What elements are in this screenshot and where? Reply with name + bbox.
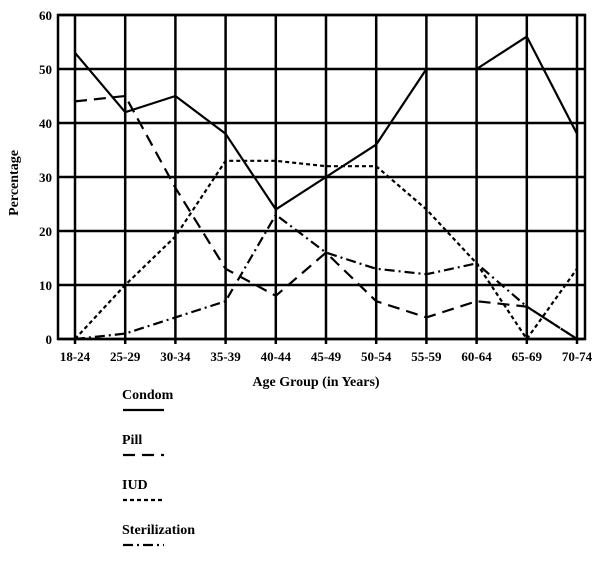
x-tick-label: 50-54 xyxy=(361,349,392,364)
y-axis-tick-labels: 0 10 20 30 40 50 60 xyxy=(39,8,52,347)
x-tick-label: 18-24 xyxy=(60,349,91,364)
y-tick-label: 0 xyxy=(46,332,53,347)
y-tick-label: 30 xyxy=(39,170,52,185)
series-line-sterilization xyxy=(74,213,578,341)
series-line-iud xyxy=(74,159,578,341)
x-tick-label: 45-49 xyxy=(311,349,342,364)
x-tick-label: 60-64 xyxy=(461,349,492,364)
legend-item-iud: IUD xyxy=(122,478,195,523)
series-line-pill xyxy=(74,94,578,340)
y-tick-label: 10 xyxy=(39,278,52,293)
x-tick-label: 30-34 xyxy=(160,349,191,364)
y-tick-label: 20 xyxy=(39,224,52,239)
series-line-condom xyxy=(74,35,578,211)
data-series xyxy=(74,35,578,341)
y-tick-label: 40 xyxy=(39,116,52,131)
legend-label: IUD xyxy=(122,478,148,493)
legend-swatch xyxy=(123,543,164,547)
legend-label: Condom xyxy=(122,388,174,403)
chart-legend: Condom Pill IUD Sterilization xyxy=(122,388,195,568)
line-chart: 0 10 20 30 40 50 60 18-24 25-29 30-34 35-39 40-44 4… xyxy=(7,8,593,390)
legend-swatch xyxy=(123,498,164,502)
y-axis-title: Percentage xyxy=(7,150,22,216)
chart-grid xyxy=(56,13,587,344)
x-axis-tick-labels: 18-24 25-29 30-34 35-39 40-44 45-49 50-54 55-59… xyxy=(60,349,593,364)
legend-swatch xyxy=(123,453,164,457)
y-tick-label: 60 xyxy=(39,8,52,23)
x-tick-label: 40-44 xyxy=(261,349,292,364)
x-axis-title: Age Group (in Years) xyxy=(252,375,380,390)
x-tick-label: 55-59 xyxy=(411,349,442,364)
legend-item-pill: Pill xyxy=(122,433,195,478)
legend-label: Sterilization xyxy=(122,523,196,538)
legend-item-condom: Condom xyxy=(122,388,195,433)
legend-swatch xyxy=(123,408,164,412)
x-tick-label: 25-29 xyxy=(110,349,141,364)
legend-item-sterilization: Sterilization xyxy=(122,523,195,568)
x-tick-label: 35-39 xyxy=(210,349,241,364)
legend-label: Pill xyxy=(122,433,143,448)
x-tick-label: 65-69 xyxy=(512,349,543,364)
x-tick-label: 70-74 xyxy=(562,349,593,364)
y-tick-label: 50 xyxy=(39,62,52,77)
